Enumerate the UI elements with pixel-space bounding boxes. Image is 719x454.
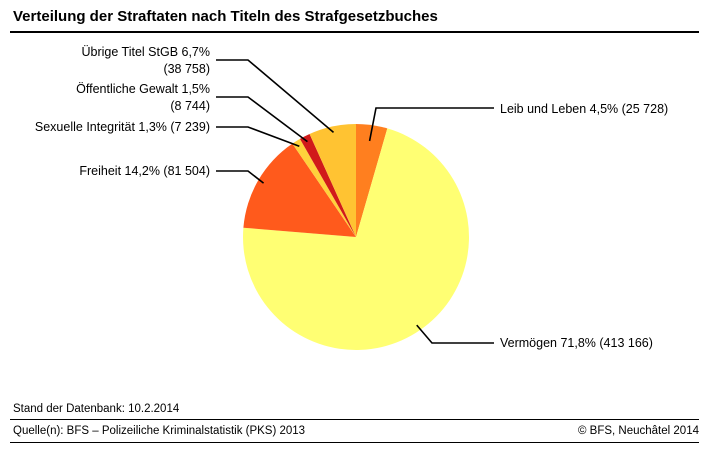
slice-label-offentliche-gewalt: Öffentliche Gewalt 1,5% (76, 82, 210, 96)
leader-line-leib-und-leben (368, 107, 494, 142)
copyright-note: © BFS, Neuchâtel 2014 (578, 425, 699, 437)
leader-line-offentliche-gewalt (216, 96, 308, 143)
slice-label-vermogen: Vermögen 71,8% (413 166) (500, 336, 653, 350)
leader-line-vermogen (416, 324, 494, 344)
leader-lines (216, 59, 494, 344)
slice-label-leib-und-leben: Leib und Leben 4,5% (25 728) (500, 102, 668, 116)
slice-label-ubrige-titel-stgb: Übrige Titel StGB 6,7% (81, 45, 210, 59)
slice-label-offentliche-gewalt-line-2: (8 744) (170, 99, 210, 113)
title-rule (10, 31, 699, 33)
database-date: Stand der Datenbank: 10.2.2014 (13, 403, 180, 415)
pie-slice-ubrige-titel-stgb (309, 124, 356, 237)
pie-slice-freiheit (243, 143, 356, 237)
bottom-rule (10, 442, 699, 443)
pie-slice-offentliche-gewalt (299, 133, 356, 237)
leader-line-ubrige-titel-stgb (216, 59, 335, 133)
source-note: Quelle(n): BFS – Polizeiliche Kriminalst… (13, 425, 306, 437)
slice-labels: Leib und Leben 4,5% (25 728) Vermögen 71,… (35, 45, 668, 350)
leader-line-freiheit (216, 170, 265, 184)
pie-slice-vermogen (243, 128, 469, 350)
slice-label-freiheit: Freiheit 14,2% (81 504) (79, 164, 210, 178)
pie-slice-leib-und-leben (356, 124, 388, 237)
pie-slice-sexuelle-integritat (292, 138, 356, 237)
leader-line-sexuelle-integritat (216, 126, 300, 148)
chart-title: Verteilung der Straftaten nach Titeln de… (13, 8, 438, 25)
slice-label-ubrige-titel-stgb-line-2: (38 758) (163, 62, 210, 76)
footer-rule (10, 419, 699, 420)
slice-label-sexuelle-integritat: Sexuelle Integrität 1,3% (7 239) (35, 120, 210, 134)
pie-slices (243, 124, 469, 350)
